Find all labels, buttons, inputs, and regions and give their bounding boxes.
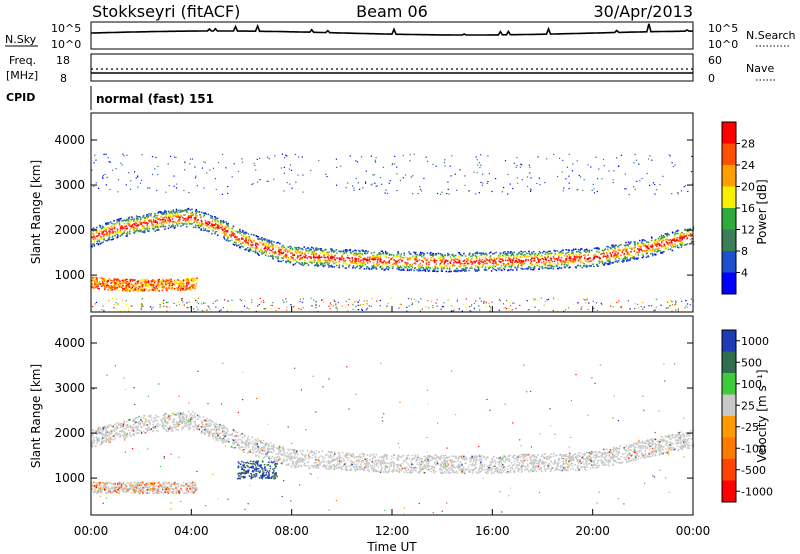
nsearch-label: N.Search (746, 29, 796, 42)
colorbar-tick-label: 1000 (741, 335, 769, 348)
cpid-label: CPID (6, 91, 35, 104)
colorbar-tick-label: 500 (741, 356, 762, 369)
noise-tick-top-right: 10^5 (708, 22, 738, 35)
nave-tick-top: 60 (708, 54, 722, 67)
power-scatter (91, 153, 695, 313)
colorbar-tick-label: 25 (741, 399, 755, 412)
colorbar-tick-label: 20 (741, 181, 755, 194)
y-tick-label: 2000 (54, 426, 85, 440)
colorbar-tick-label: -1000 (741, 485, 773, 498)
x-tick-label: 04:00 (174, 524, 209, 538)
colorbar-tick-label: 100 (741, 378, 762, 391)
freq-unit-label: [MHz] (6, 69, 38, 82)
colorbar-tick-label: -100 (741, 442, 766, 455)
velocity-colorbar: -1000 -500 -100 -25 25 100 500 1000 (721, 329, 773, 503)
noise-panel: N.Sky 10^5 10^0 10^5 10^0 N.Search (5, 21, 796, 51)
colorbar-tick-label: -25 (741, 421, 759, 434)
cpid-value: normal (fast) 151 (96, 92, 214, 106)
beam-label: Beam 06 (356, 2, 428, 21)
noise-tick-bottom-right: 10^0 (708, 38, 738, 51)
colorbar-tick-label: 24 (741, 159, 755, 172)
freq-nave-panel: Freq. [MHz] 18 8 60 0 Nave (6, 53, 776, 85)
power-colorbar-label: Power [dB] (755, 179, 769, 244)
nave-label: Nave (746, 62, 774, 75)
nave-tick-bottom: 0 (708, 72, 715, 85)
y-tick-label: 4000 (54, 133, 85, 147)
freq-tick-top: 18 (56, 54, 70, 67)
velocity-panel: 1000 2000 3000 4000 Slant Range [km] (29, 315, 695, 516)
colorbar-tick-label: 8 (741, 245, 748, 258)
power-colorbar: 4 8 12 16 20 24 28 (721, 121, 755, 295)
figure-title: Stokkseyri (fitACF) (92, 2, 240, 21)
date-label: 30/Apr/2013 (593, 2, 693, 21)
velocity-scatter (91, 362, 695, 515)
colorbar-tick-label: 4 (741, 267, 748, 280)
colorbar-tick-label: 12 (741, 224, 755, 237)
y-tick-label: 3000 (54, 178, 85, 192)
x-tick-label: 16:00 (475, 524, 510, 538)
noise-tick-top-left: 10^5 (51, 22, 81, 35)
noise-tick-bottom-left: 10^0 (51, 38, 81, 51)
x-tick-label: 20:00 (575, 524, 610, 538)
x-axis-label: Time UT (366, 540, 417, 554)
x-tick-label: 00:00 (74, 524, 109, 538)
y-tick-label: 1000 (54, 268, 85, 282)
x-tick-label: 12:00 (375, 524, 410, 538)
y-tick-label: 4000 (54, 336, 85, 350)
power-panel: 1000 2000 3000 4000 Slant Range [km] (29, 112, 695, 313)
noise-sky-line (91, 23, 693, 36)
freq-tick-bottom: 8 (60, 72, 67, 85)
x-tick-label: 00:00 (676, 524, 711, 538)
nsky-label: N.Sky (5, 33, 37, 46)
colorbar-tick-label: 28 (741, 138, 755, 151)
y-tick-label: 2000 (54, 223, 85, 237)
freq-label: Freq. (9, 54, 36, 67)
velocity-ylabel: Slant Range [km] (29, 364, 43, 468)
y-tick-label: 1000 (54, 471, 85, 485)
y-tick-label: 3000 (54, 381, 85, 395)
colorbar-tick-label: -500 (741, 464, 766, 477)
colorbar-tick-label: 16 (741, 202, 755, 215)
x-tick-label: 08:00 (274, 524, 309, 538)
power-ylabel: Slant Range [km] (29, 160, 43, 264)
velocity-colorbar-label: Velocity [m s⁻¹] (755, 369, 769, 462)
